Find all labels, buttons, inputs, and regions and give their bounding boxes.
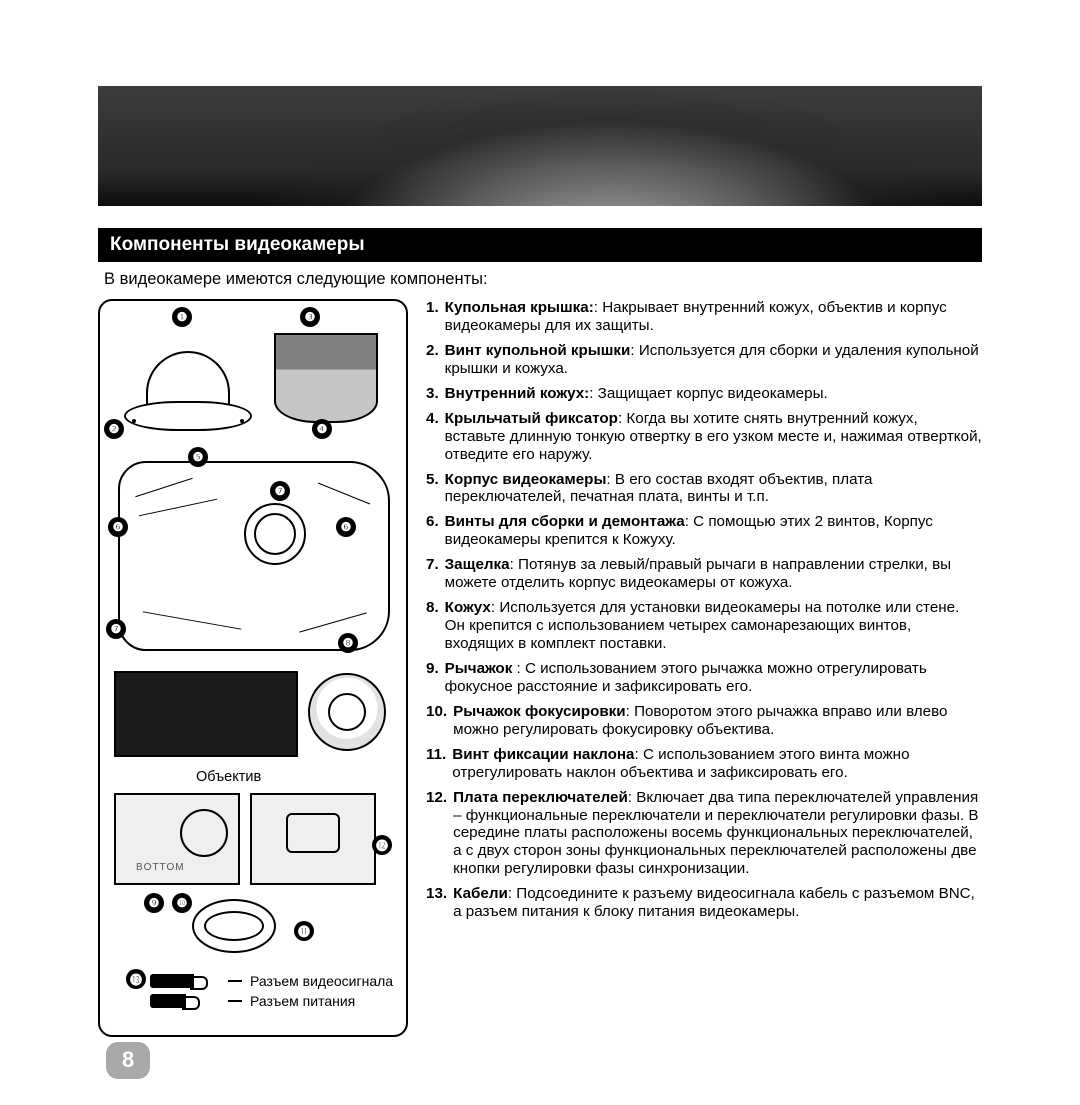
component-number: 1. [426, 299, 439, 335]
component-number: 12. [426, 789, 447, 879]
component-text: Винт фиксации наклона: С использованием … [452, 746, 982, 782]
component-term: Винт купольной крышки [445, 342, 631, 359]
component-number: 13. [426, 885, 447, 921]
cable-video-label: Разъем видеосигнала [250, 973, 393, 989]
component-term: Крыльчатый фиксатор [445, 410, 618, 427]
figure-photo-strip [114, 671, 298, 757]
component-text: Плата переключателей: Включает два типа … [453, 789, 982, 879]
component-item: 2.Винт купольной крышки: Используется дл… [426, 342, 982, 378]
figure-detail-panels: BOTTOM [114, 793, 376, 885]
component-term: Плата переключателей [453, 789, 628, 806]
component-text: Защелка: Потянув за левый/правый рычаги … [445, 556, 982, 592]
component-item: 11. Винт фиксации наклона: С использовани… [426, 746, 982, 782]
figure-cable-video: Разъем видеосигнала [150, 973, 396, 989]
component-item: 8.Кожух: Используется для установки виде… [426, 599, 982, 653]
component-number: 3. [426, 385, 439, 403]
manual-page: Компоненты видеокамеры В видеокамере име… [0, 0, 1080, 1105]
cable-power-label: Разъем питания [250, 993, 355, 1009]
callout-3: ❸ [300, 307, 320, 327]
component-term: Корпус видеокамеры [445, 471, 607, 488]
component-term: Защелка [445, 556, 510, 573]
callout-11: ⓫ [294, 921, 314, 941]
component-item: 5.Корпус видеокамеры: В его состав входя… [426, 471, 982, 507]
component-number: 9. [426, 660, 439, 696]
component-item: 6.Винты для сборки и демонтажа: С помощь… [426, 513, 982, 549]
component-description: : Защищает корпус видеокамеры. [589, 385, 827, 402]
component-term: Рычажок фокусировки [453, 703, 626, 720]
callout-1: ❶ [172, 307, 192, 327]
component-text: Корпус видеокамеры: В его состав входят … [445, 471, 982, 507]
callout-9: ❾ [144, 893, 164, 913]
callout-5: ❺ [188, 447, 208, 467]
components-figure: Объектив BOTTOM Разъем видеосигнала [98, 299, 408, 1037]
component-number: 11. [426, 746, 446, 782]
component-number: 6. [426, 513, 439, 549]
figure-mount-ring [308, 673, 386, 751]
figure-camera-body [112, 453, 396, 659]
component-text: Рычажок фокусировки: Поворотом этого рыч… [453, 703, 982, 739]
component-number: 2. [426, 342, 439, 378]
callout-2: ❷ [104, 419, 124, 439]
figure-inner-housing [274, 333, 378, 423]
component-item: 4.Крыльчатый фиксатор: Когда вы хотите с… [426, 410, 982, 464]
component-text: Купольная крышка:: Накрывает внутренний … [445, 299, 982, 335]
component-item: 13. Кабели: Подсоедините к разъему видеос… [426, 885, 982, 921]
component-term: Купольная крышка: [445, 299, 594, 316]
component-item: 9.Рычажок : С использованием этого рычаж… [426, 660, 982, 696]
figure-detail-bottom: BOTTOM [114, 793, 240, 885]
component-term: Кожух [445, 599, 491, 616]
figure-switch-plate [192, 899, 276, 953]
page-number-badge: 8 [106, 1042, 150, 1079]
component-item: 10. Рычажок фокусировки: Поворотом этого … [426, 703, 982, 739]
component-number: 4. [426, 410, 439, 464]
callout-13: ⓭ [126, 969, 146, 989]
component-term: Кабели [453, 885, 508, 902]
component-item: 3. Внутренний кожух:: Защищает корпус вид… [426, 385, 982, 403]
callout-10: ❿ [172, 893, 192, 913]
component-item: 7.Защелка: Потянув за левый/правый рычаг… [426, 556, 982, 592]
component-item: 12. Плата переключателей: Включает два ти… [426, 789, 982, 879]
callout-8: ❽ [338, 633, 358, 653]
component-item: 1.Купольная крышка:: Накрывает внутренни… [426, 299, 982, 335]
component-number: 7. [426, 556, 439, 592]
header-banner-image [98, 86, 982, 206]
components-list: 1.Купольная крышка:: Накрывает внутренни… [426, 299, 982, 1037]
component-text: Внутренний кожух:: Защищает корпус видео… [445, 385, 828, 403]
component-description: : Используется для установки видеокамеры… [445, 599, 960, 652]
figure-bottom-text: BOTTOM [136, 862, 185, 873]
component-number: 8. [426, 599, 439, 653]
callout-6a: ❻ [108, 517, 128, 537]
component-term: Винт фиксации наклона [452, 746, 634, 763]
callout-7a: ❼ [270, 481, 290, 501]
component-text: Кабели: Подсоедините к разъему видеосигн… [453, 885, 982, 921]
figure-detail-board [250, 793, 376, 885]
component-term: Внутренний кожух: [445, 385, 590, 402]
callout-7b: ❼ [106, 619, 126, 639]
component-number: 10. [426, 703, 447, 739]
component-text: Кожух: Используется для установки видеок… [445, 599, 982, 653]
component-text: Крыльчатый фиксатор: Когда вы хотите сня… [445, 410, 982, 464]
component-text: Винт купольной крышки: Используется для … [445, 342, 982, 378]
figure-lens-label: Объектив [196, 769, 261, 785]
component-description: : Подсоедините к разъему видеосигнала ка… [453, 885, 975, 920]
callout-12: ⓬ [372, 835, 392, 855]
component-term: Рычажок [445, 660, 513, 677]
callout-4: ❹ [312, 419, 332, 439]
figure-cable-power: Разъем питания [150, 993, 396, 1009]
figure-dome-cover [124, 327, 252, 431]
component-text: Винты для сборки и демонтажа: С помощью … [445, 513, 982, 549]
component-description: : Потянув за левый/правый рычаги в напра… [445, 556, 951, 591]
callout-6b: ❻ [336, 517, 356, 537]
intro-text: В видеокамере имеются следующие компонен… [104, 270, 982, 289]
component-description: : С использованием этого рычажка можно о… [445, 660, 927, 695]
section-title: Компоненты видеокамеры [98, 228, 982, 262]
content-columns: Объектив BOTTOM Разъем видеосигнала [98, 299, 982, 1037]
figure-cables: Разъем видеосигнала Разъем питания [150, 969, 396, 1013]
component-number: 5. [426, 471, 439, 507]
component-text: Рычажок : С использованием этого рычажка… [445, 660, 982, 696]
component-term: Винты для сборки и демонтажа [445, 513, 685, 530]
